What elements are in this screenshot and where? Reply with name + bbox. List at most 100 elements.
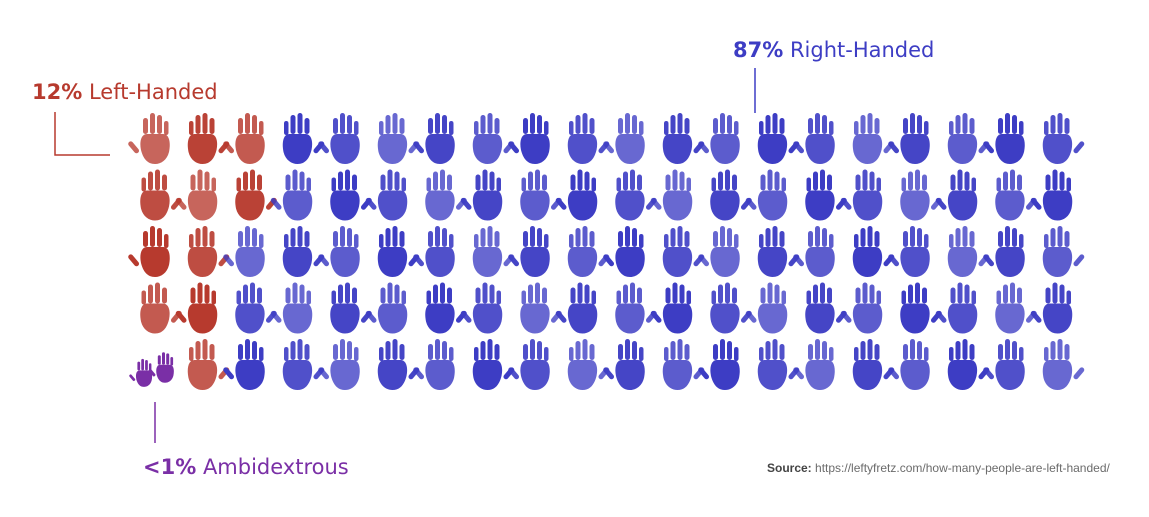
hand-icon-right-handed [377,339,421,390]
hand-icon-right-handed [567,339,611,390]
hand-icon-right-handed [792,113,835,164]
hand-icon-right-handed [520,169,563,221]
hand-icon-right-handed [364,282,408,334]
right-handed-percent: 87% [733,38,784,62]
hand-icon-left-handed [187,226,231,277]
hand-icon-right-handed [602,113,645,164]
hand-icon-right-handed [887,113,930,164]
hand-icon-right-handed [377,226,421,277]
hand-icon-right-handed [317,113,360,164]
hand-icon-right-handed [377,113,421,164]
hand-icon-right-handed [317,339,360,390]
hand-icon-right-handed [507,113,550,164]
hand-icon-right-handed [282,339,326,390]
hand-icon-right-handed [425,282,468,334]
hand-icon-right-handed [697,113,740,164]
hand-icon-left-handed [187,339,231,390]
hand-icon-right-handed [364,169,408,221]
hand-icon-ambidextrous [148,352,174,383]
hand-icon-right-handed [934,169,978,221]
hand-icon-right-handed [269,169,313,221]
hand-icon-right-handed [235,282,278,334]
hand-icon-right-handed [412,113,455,164]
hand-icon-right-handed [710,282,753,334]
hand-icon-right-handed [662,113,706,164]
hand-icon-right-handed [567,113,611,164]
hand-icon-right-handed [662,339,706,390]
hand-icon-ambidextrous [128,358,153,387]
ambidextrous-label: <1% Ambidextrous [143,457,349,478]
hand-icon-left-handed [127,226,170,277]
hand-icon-left-handed [187,113,231,164]
leader-lines [54,68,756,443]
hand-icon-left-handed [222,113,265,164]
hand-icon-right-handed [222,339,265,390]
left-handed-label: 12% Left-Handed [32,82,218,103]
hand-icon-right-handed [282,226,326,277]
ambidextrous-percent: <1% [143,455,197,479]
hand-icon-right-handed [472,339,516,390]
hand-icon-right-handed [282,113,326,164]
hand-icon-right-handed [697,339,740,390]
hand-icon-right-handed [947,226,991,277]
hand-icon-right-handed [554,169,598,221]
hand-icon-right-handed [459,169,503,221]
hand-icon-right-handed [425,169,468,221]
hand-icon-left-handed [127,113,170,164]
hand-icon-right-handed [662,226,706,277]
hand-icon-right-handed [744,169,788,221]
source-prefix: Source: [767,461,812,475]
hand-icon-right-handed [982,113,1025,164]
hand-icon-right-handed [330,169,373,221]
hands-group [127,113,1086,390]
hand-icon-right-handed [567,226,611,277]
hand-icon-right-handed [852,113,896,164]
hand-icon-right-handed [697,226,740,277]
right-handed-label: 87% Right-Handed [733,40,934,61]
hand-icon-right-handed [982,226,1025,277]
hand-icon-right-handed [472,226,516,277]
hand-icon-right-handed [792,226,835,277]
hand-icon-right-handed [839,169,883,221]
hand-icon-right-handed [1029,282,1073,334]
left-handed-percent: 12% [32,80,83,104]
hand-icon-right-handed [412,339,455,390]
hand-icon-right-handed [649,282,693,334]
hand-icon-right-handed [222,226,265,277]
ambidextrous-name: Ambidextrous [202,455,349,479]
hand-icon-right-handed [947,113,991,164]
hand-icon-right-handed [852,226,896,277]
right-handed-name: Right-Handed [789,38,935,62]
hand-icon-right-handed [852,339,896,390]
hand-icon-right-handed [757,339,801,390]
hand-icon-right-handed [1029,169,1073,221]
hand-icon-right-handed [982,339,1025,390]
hand-icon-right-handed [887,339,930,390]
hand-icon-left-handed [174,282,218,334]
hand-icon-right-handed [1042,226,1086,277]
hand-icon-left-handed [140,169,183,221]
hand-icon-right-handed [995,282,1038,334]
hand-icon-left-handed [140,282,183,334]
hand-icon-right-handed [615,169,658,221]
hand-icon-right-handed [615,282,658,334]
hand-icon-right-handed [554,282,598,334]
hand-icon-right-handed [757,113,801,164]
hand-icon-right-handed [317,226,360,277]
hand-icon-right-handed [900,282,943,334]
hand-icon-right-handed [839,282,883,334]
left-handed-name: Left-Handed [88,80,218,104]
hand-icon-right-handed [507,339,550,390]
hand-icon-right-handed [602,226,645,277]
hand-icon-right-handed [412,226,455,277]
hand-icon-left-handed [235,169,278,221]
hand-icon-left-handed [174,169,218,221]
source-note: Source: https://leftyfretz.com/how-many-… [767,461,1110,475]
hand-icon-right-handed [520,282,563,334]
hand-icon-right-handed [947,339,991,390]
hand-icon-right-handed [744,282,788,334]
hand-icon-right-handed [472,113,516,164]
left-leader-line [54,112,110,156]
hand-icon-right-handed [887,226,930,277]
